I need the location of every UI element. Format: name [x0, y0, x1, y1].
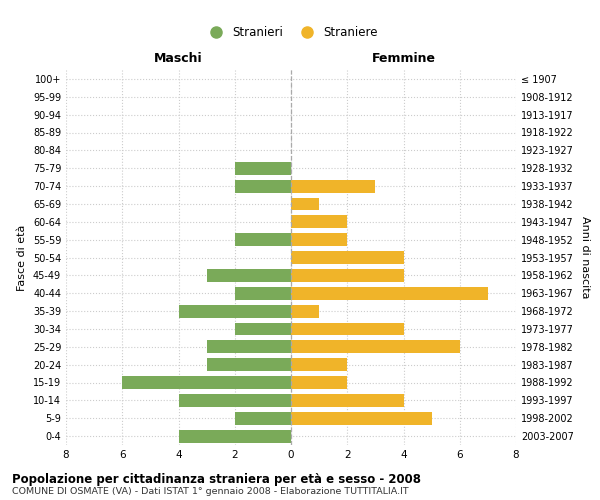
Y-axis label: Fasce di età: Fasce di età — [17, 224, 27, 290]
Bar — [122, 376, 291, 389]
Bar — [291, 251, 404, 264]
Bar — [291, 233, 347, 246]
Bar — [179, 304, 291, 318]
Bar — [291, 180, 376, 192]
Legend: Stranieri, Straniere: Stranieri, Straniere — [199, 22, 383, 44]
Bar — [291, 216, 347, 228]
Bar — [235, 287, 291, 300]
Bar — [206, 269, 291, 282]
Bar — [291, 394, 404, 407]
Y-axis label: Anni di nascita: Anni di nascita — [580, 216, 590, 298]
Bar — [291, 376, 347, 389]
Bar — [235, 233, 291, 246]
Bar — [291, 322, 404, 336]
Bar — [235, 162, 291, 174]
Bar — [179, 430, 291, 442]
Bar — [235, 180, 291, 192]
Bar — [235, 322, 291, 336]
Text: Maschi: Maschi — [154, 52, 203, 64]
Bar — [291, 304, 319, 318]
Text: Femmine: Femmine — [371, 52, 436, 64]
Bar — [291, 340, 460, 353]
Bar — [235, 412, 291, 424]
Bar — [291, 358, 347, 371]
Bar — [206, 340, 291, 353]
Text: Popolazione per cittadinanza straniera per età e sesso - 2008: Popolazione per cittadinanza straniera p… — [12, 472, 421, 486]
Bar — [206, 358, 291, 371]
Bar — [179, 394, 291, 407]
Bar — [291, 198, 319, 210]
Bar — [291, 287, 488, 300]
Text: COMUNE DI OSMATE (VA) - Dati ISTAT 1° gennaio 2008 - Elaborazione TUTTITALIA.IT: COMUNE DI OSMATE (VA) - Dati ISTAT 1° ge… — [12, 488, 409, 496]
Bar — [291, 269, 404, 282]
Bar — [291, 412, 431, 424]
